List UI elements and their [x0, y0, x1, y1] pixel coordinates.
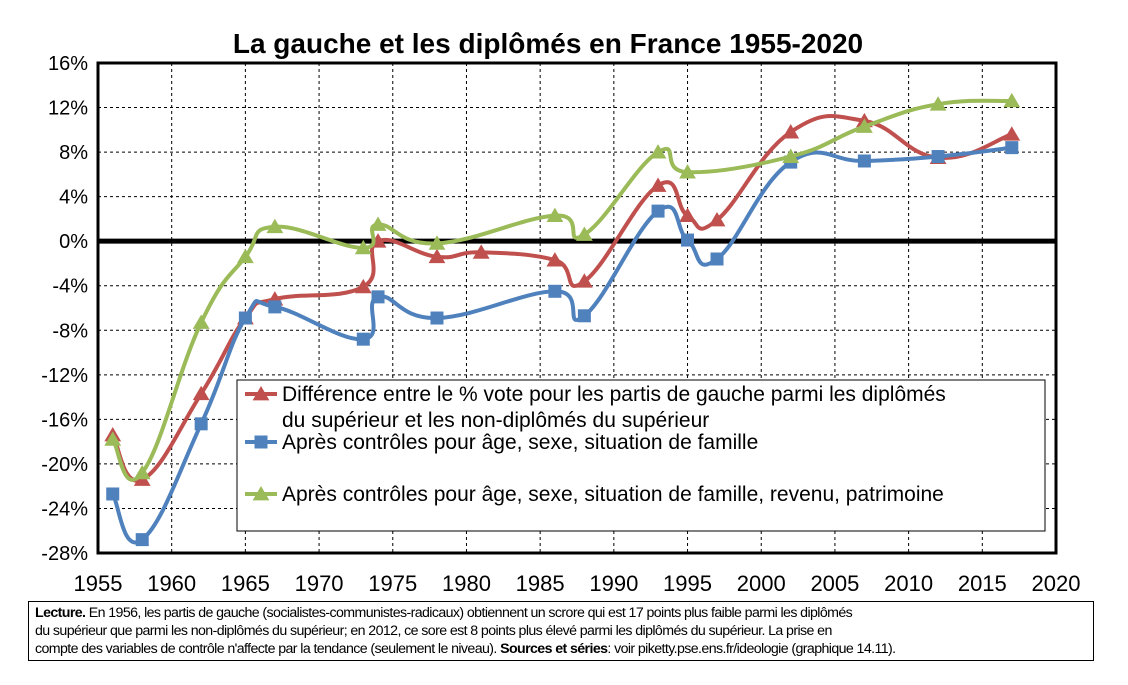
data-point	[1003, 126, 1021, 141]
data-point	[238, 311, 252, 325]
legend-item-3: Après contrôles pour âge, sexe, situatio…	[245, 483, 944, 506]
data-point	[931, 150, 945, 164]
data-point	[681, 233, 695, 247]
x-tick-label: 2020	[1032, 571, 1081, 596]
data-point	[369, 216, 387, 231]
legend-items: Différence entre le % vote pour les part…	[245, 383, 946, 506]
y-tick-label: -12%	[41, 365, 88, 387]
legend-item-2: Après contrôles pour âge, sexe, situatio…	[245, 431, 758, 454]
y-tick-label: 4%	[59, 187, 88, 209]
data-point	[857, 154, 871, 168]
note-line-3-text: compte des variables de contrôle n'affec…	[35, 641, 501, 657]
data-point	[371, 290, 385, 304]
y-tick-label: -28%	[41, 543, 88, 565]
data-point	[782, 148, 800, 163]
note-line-1-text: En 1956, les partis de gauche (socialist…	[85, 605, 853, 621]
legend-label: Après contrôles pour âge, sexe, situatio…	[282, 483, 944, 506]
data-point	[268, 300, 282, 314]
x-tick-label: 1980	[442, 571, 491, 596]
data-point	[679, 164, 696, 179]
data-point	[782, 124, 800, 139]
data-point	[356, 332, 370, 346]
x-tick-label: 2000	[737, 571, 786, 596]
data-point	[104, 431, 122, 446]
x-axis-ticks: 1955 1960 1965 1970 1975 1980 1985 1990 1995 2000…	[74, 571, 1081, 596]
data-point	[679, 207, 696, 222]
note-line-3: compte des variables de contrôle n'affec…	[35, 640, 1087, 658]
data-point	[1005, 141, 1019, 155]
x-tick-label: 2005	[810, 571, 859, 596]
legend-item-1: Différence entre le % vote pour les part…	[245, 383, 946, 432]
x-tick-label: 2010	[884, 571, 933, 596]
y-tick-label: -4%	[52, 276, 88, 298]
legend-box	[236, 379, 1046, 532]
series-group	[104, 92, 1021, 547]
y-tick-label: 0%	[59, 231, 88, 253]
data-point	[133, 464, 151, 480]
data-point	[192, 385, 210, 401]
data-point	[575, 226, 593, 241]
y-axis-ticks: 16% 12% 8% 4% 0% -4% -8% -12% -16% -20% -24% -28%	[41, 53, 88, 565]
legend: Différence entre le % vote pour les part…	[236, 379, 1046, 532]
data-point	[710, 252, 724, 266]
x-tick-label: 1995	[663, 571, 712, 596]
legend-label: Différence entre le % vote pour les part…	[282, 383, 946, 406]
data-point	[194, 417, 208, 431]
y-tick-label: 8%	[59, 142, 88, 164]
legend-swatch-marker	[252, 386, 270, 401]
y-tick-label: -8%	[52, 320, 88, 342]
data-point	[546, 207, 564, 222]
legend-label: du supérieur et les non-diplômés du supé…	[282, 409, 709, 432]
data-point	[649, 177, 667, 192]
y-tick-label: -16%	[41, 409, 88, 431]
data-point	[106, 487, 120, 501]
data-point	[649, 144, 667, 159]
x-tick-label: 1985	[516, 571, 565, 596]
reading-note: Lecture. En 1956, les partis de gauche (…	[28, 601, 1094, 661]
x-tick-label: 1990	[589, 571, 638, 596]
data-point	[929, 96, 947, 111]
data-point	[577, 309, 591, 323]
data-point	[192, 314, 210, 329]
data-point	[575, 273, 593, 288]
x-tick-label: 1970	[295, 571, 344, 596]
y-tick-label: -20%	[41, 454, 88, 476]
x-tick-label: 1955	[74, 571, 123, 596]
chart: La gauche et les diplômés en France 1955…	[41, 28, 1081, 596]
y-tick-label: 12%	[48, 98, 88, 120]
data-point	[546, 252, 564, 267]
data-point	[472, 244, 490, 259]
data-point	[354, 239, 372, 255]
legend-label: Après contrôles pour âge, sexe, situatio…	[282, 431, 758, 454]
x-tick-label: 1960	[147, 571, 196, 596]
data-point	[548, 284, 562, 298]
legend-swatch-marker	[252, 486, 270, 501]
series-line-3	[110, 98, 1014, 482]
data-point	[856, 118, 873, 133]
x-tick-label: 2015	[958, 571, 1007, 596]
data-point	[428, 248, 446, 264]
note-line-2: du supérieur que parmi les non-diplômés …	[35, 623, 832, 639]
note-line-1: Lecture. En 1956, les partis de gauche (…	[35, 604, 1087, 622]
y-tick-label: 16%	[48, 53, 88, 75]
sources-label: Sources et séries	[500, 641, 608, 657]
data-point	[428, 235, 446, 250]
x-tick-label: 1965	[221, 571, 270, 596]
legend-swatch-marker	[254, 435, 268, 449]
series-3	[104, 92, 1021, 482]
data-point	[135, 533, 149, 547]
y-tick-label: -24%	[41, 498, 88, 520]
plot-frame	[96, 61, 1058, 555]
chart-title: La gauche et les diplômés en France 1955…	[233, 28, 863, 59]
data-point	[266, 218, 284, 234]
data-point	[651, 204, 665, 218]
x-tick-label: 1975	[368, 571, 417, 596]
data-point	[1003, 92, 1021, 108]
data-point	[354, 278, 372, 294]
sources-text: : voir piketty.pse.ens.fr/ideologie (gra…	[607, 641, 896, 657]
data-point	[708, 212, 726, 227]
data-point	[430, 311, 444, 325]
data-point	[236, 248, 254, 264]
lecture-label: Lecture.	[35, 605, 86, 621]
